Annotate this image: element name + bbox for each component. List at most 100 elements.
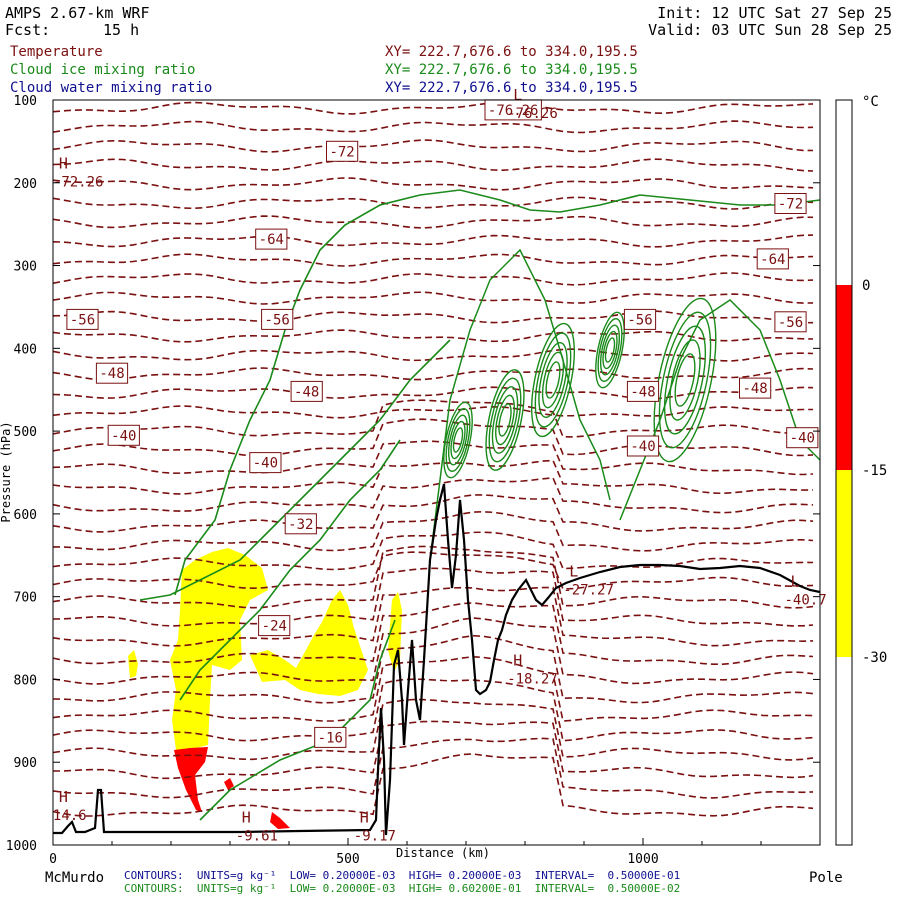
field-ice-name: Cloud ice mixing ratio	[10, 62, 196, 78]
extremum-type: H	[242, 809, 251, 827]
ice-plume-contour	[485, 369, 525, 471]
ice-plume-contour	[488, 377, 522, 463]
temperature-contour	[53, 617, 814, 685]
temperature-contour	[53, 678, 814, 742]
cloud-water-red-1	[174, 747, 208, 812]
x-tick-label: 1000	[627, 852, 658, 867]
y-tick-label: 600	[14, 508, 37, 523]
temperature-label-box	[739, 377, 772, 399]
extremum-value: -9.17	[354, 829, 396, 845]
ice-contour-lower	[139, 339, 451, 601]
ice-plume-contour	[452, 427, 464, 453]
temperature-contour	[53, 698, 814, 761]
field-water-xy: XY= 222.7,676.6 to 334.0,195.5	[385, 80, 638, 96]
temperature-contour	[53, 567, 814, 627]
ice-contour-mid	[179, 439, 401, 701]
field-temperature-name: Temperature	[10, 44, 103, 60]
y-tick-label: 200	[14, 177, 37, 192]
ice-plume-contour	[450, 420, 466, 460]
temperature-contour	[53, 177, 814, 191]
y-tick-label: 300	[14, 260, 37, 275]
temperature-label: -56	[778, 315, 803, 331]
temperature-contour	[53, 139, 814, 153]
temperature-contour	[53, 386, 814, 400]
ice-plume-contour	[447, 414, 469, 466]
temperature-contour	[53, 399, 814, 438]
temperature-label-box	[261, 308, 294, 330]
temperature-contour	[53, 348, 814, 362]
temperature-contour	[53, 329, 814, 343]
ice-plume-contour	[495, 394, 515, 446]
temperature-label: -40	[790, 431, 815, 447]
y-tick-label: 800	[14, 673, 37, 688]
temperature-contour	[53, 737, 814, 799]
temperature-contour	[53, 753, 814, 817]
ice-contour-east	[619, 299, 820, 521]
ice-plume-contour	[674, 353, 696, 407]
ice-contour-info: CONTOURS: UNITS=g kg⁻¹ LOW= 0.20000E-03 …	[124, 869, 681, 882]
ice-plume-contour	[534, 332, 572, 428]
temperature-label: -56	[627, 312, 652, 328]
field-temperature-xy: XY= 222.7,676.6 to 334.0,195.5	[385, 44, 638, 60]
cloud-water-red-3	[224, 778, 234, 790]
temperature-contour	[53, 459, 814, 495]
temperature-label-box	[249, 452, 282, 474]
temperature-label-box	[626, 380, 660, 402]
extremum-value: -72.26	[53, 175, 104, 191]
ice-plume-contour	[538, 342, 568, 418]
temperature-label: -72	[329, 144, 354, 160]
ice-plume-contour	[531, 322, 575, 438]
y-tick-label: 400	[14, 342, 37, 357]
temperature-contour	[53, 477, 814, 514]
temperature-label-box	[66, 308, 99, 330]
temperature-label-box	[623, 308, 657, 330]
temperature-contour	[53, 418, 814, 457]
terrain-profile	[53, 483, 820, 836]
forecast-label: Fcst:	[5, 21, 51, 39]
extremum-type: H	[59, 155, 68, 173]
y-tick-label: 1000	[6, 839, 37, 854]
temperature-label: -72	[778, 197, 803, 213]
extremum-type: H	[360, 809, 369, 827]
temperature-label-box	[290, 380, 323, 402]
temperature-label-box	[107, 424, 140, 446]
temperature-contour	[53, 602, 814, 666]
colorbar-unit: °C	[862, 94, 879, 110]
temperature-label: -56	[70, 312, 95, 328]
temperature-contour	[53, 234, 814, 248]
colorbar-frame	[835, 99, 853, 846]
temperature-contour	[53, 196, 814, 210]
temperature-label: -40	[253, 456, 278, 472]
temperature-contour	[53, 310, 813, 324]
extremum-value: -27.27	[563, 583, 614, 599]
extremum-type: L	[569, 563, 578, 581]
ice-plume-contour	[541, 351, 565, 409]
temperature-label: -24	[262, 619, 287, 635]
temperature-contour	[53, 291, 814, 305]
temperature-label-box	[95, 362, 129, 384]
ice-envelope	[174, 189, 820, 596]
colorbar-yellow	[836, 470, 852, 657]
temperature-label: -48	[742, 381, 767, 397]
temperature-contour	[53, 101, 814, 115]
colorbar-white-top	[836, 100, 852, 285]
temperature-label-box	[314, 726, 347, 748]
colorbar-red	[836, 285, 852, 470]
field-ice-xy: XY= 222.7,676.6 to 334.0,195.5	[385, 62, 638, 78]
ice-plume-contour	[663, 325, 707, 435]
temperature-label-box	[626, 435, 660, 457]
colorbar-tick-label: -15	[862, 463, 887, 479]
extremum-type: L	[791, 573, 800, 591]
init-time: Init: 12 UTC Sat 27 Sep 25	[657, 4, 892, 22]
temperature-label: -48	[294, 384, 319, 400]
extremum-type: H	[59, 788, 68, 806]
colorbar-tick-label: -30	[862, 650, 887, 666]
temperature-label-box	[756, 248, 789, 270]
temperature-contour	[53, 586, 814, 647]
extremum-value: -76.26	[507, 106, 558, 122]
temperature-label: -76.26	[488, 103, 539, 119]
ice-plume-contour	[545, 361, 561, 399]
cloud-water-yellow-1	[170, 548, 268, 750]
cloud-water-red-2	[270, 812, 290, 829]
cloud-water-yellow-4	[128, 650, 138, 678]
